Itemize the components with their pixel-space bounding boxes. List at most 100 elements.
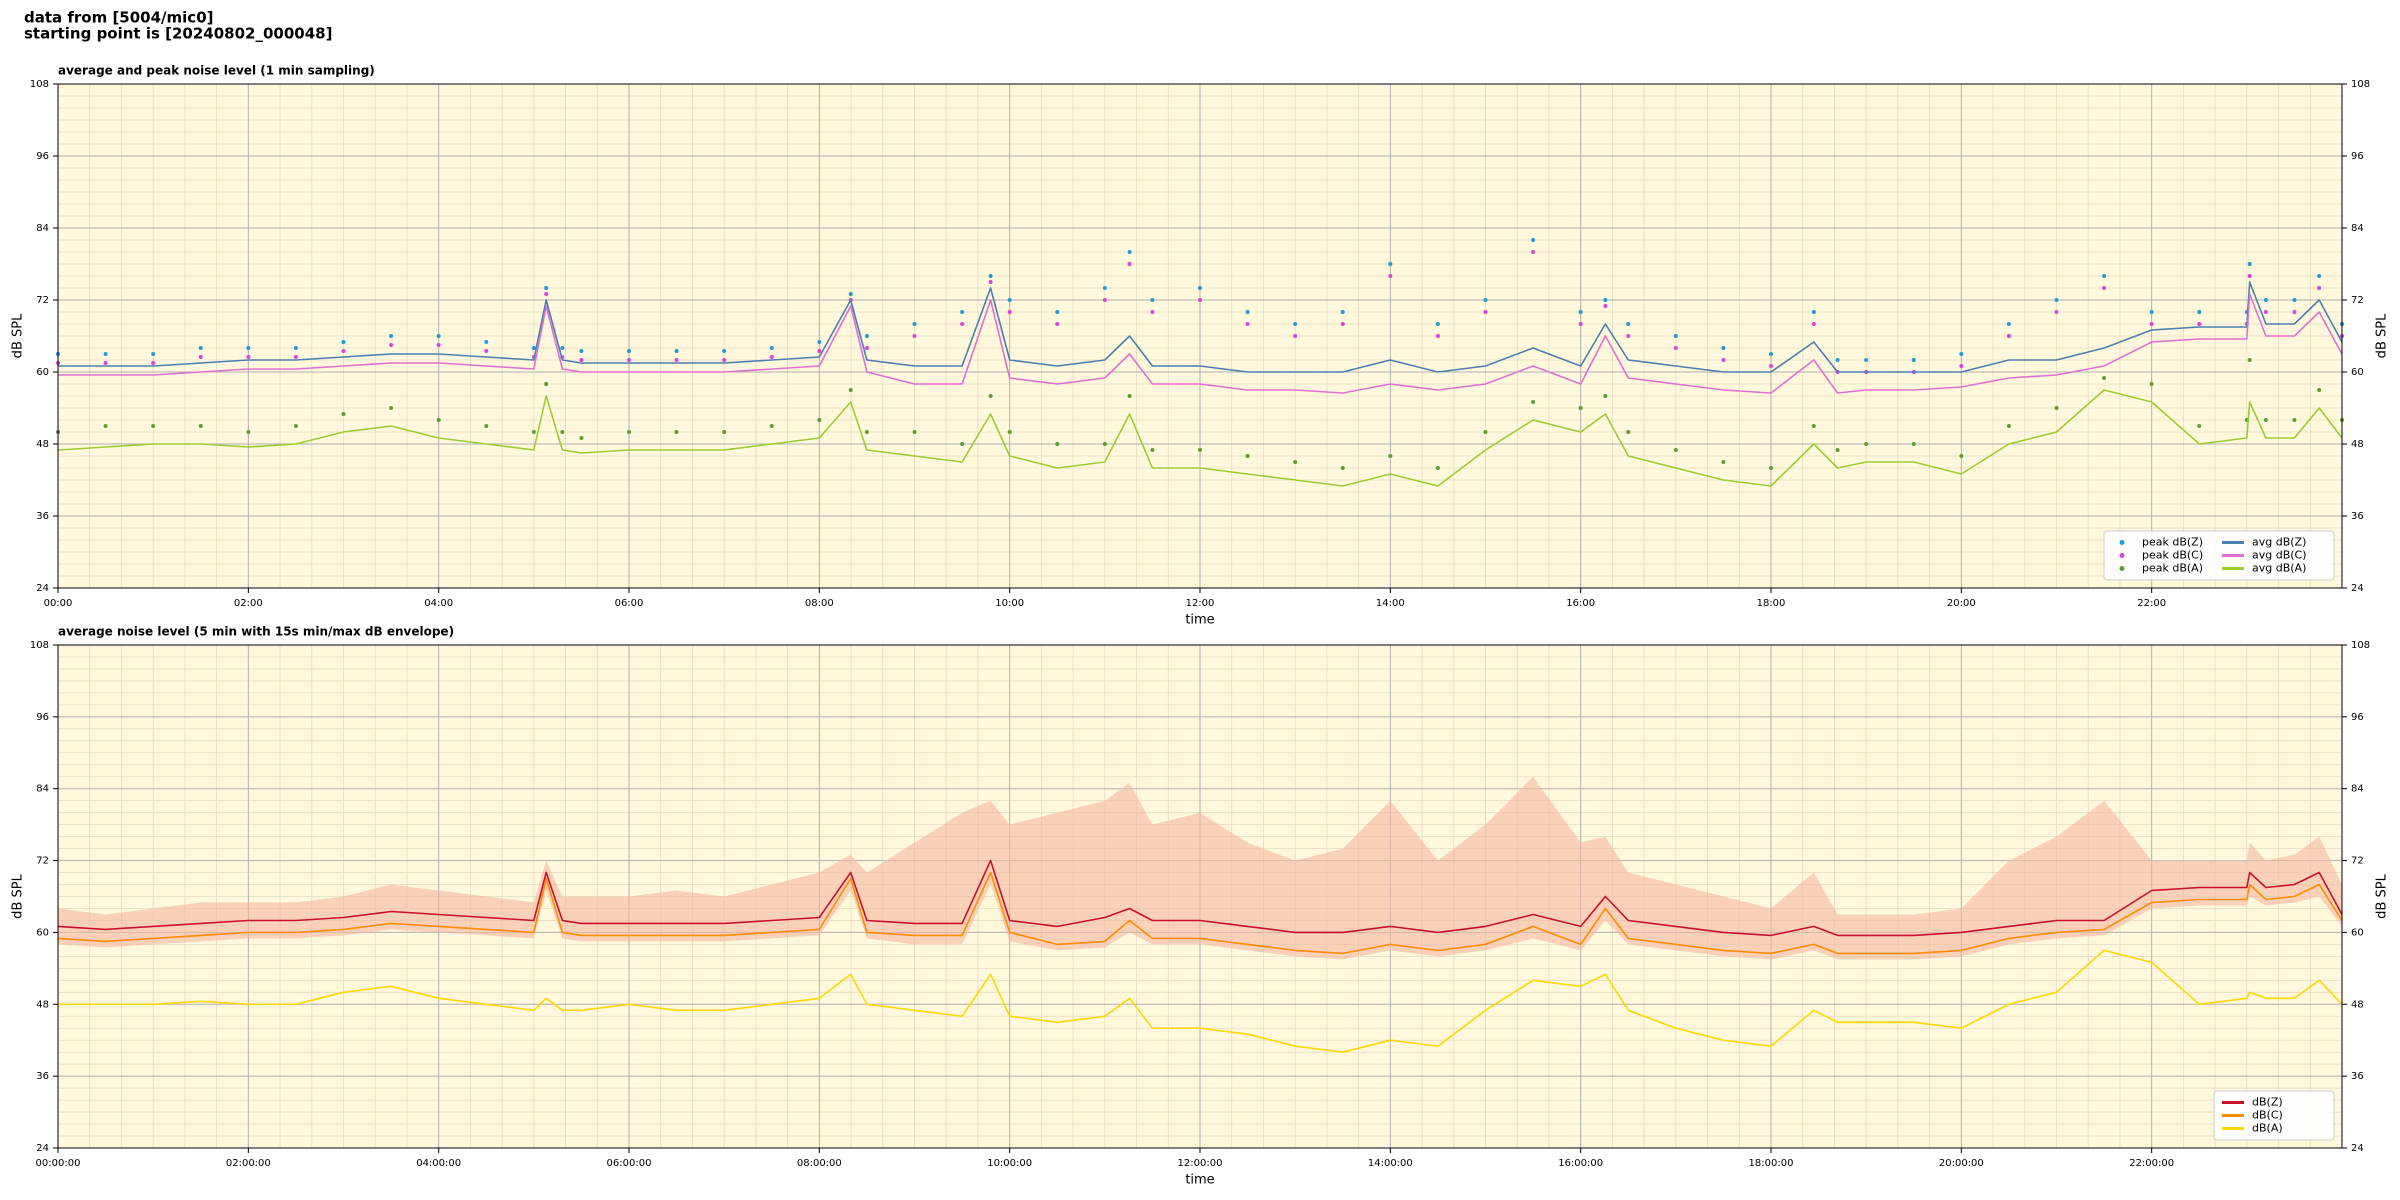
peak-point — [531, 430, 536, 434]
peak-point — [151, 424, 156, 428]
legend-label: avg dB(C) — [2252, 549, 2307, 562]
peak-point — [2247, 274, 2252, 278]
peak-point — [436, 334, 441, 338]
peak-point — [2102, 286, 2107, 290]
peak-point — [579, 436, 584, 440]
peak-point — [674, 358, 679, 362]
x-tick-label: 10:00 — [995, 598, 1024, 609]
peak-point — [293, 355, 298, 359]
peak-point — [1578, 322, 1583, 326]
peak-point — [912, 322, 917, 326]
peak-point — [1531, 238, 1536, 242]
peak-point — [560, 430, 565, 434]
plot-frame — [57, 83, 2343, 589]
peak-point — [1959, 364, 1964, 368]
header-line: starting point is [20240802_000048] — [24, 25, 332, 43]
peak-point — [1864, 442, 1869, 446]
peak-point — [2247, 358, 2252, 362]
peak-point — [722, 358, 727, 362]
peak-point — [1531, 250, 1536, 254]
peak-point — [484, 340, 489, 344]
y-tick-label-right: 48 — [2351, 999, 2364, 1010]
y-tick-label: 48 — [36, 439, 49, 450]
y-tick-label-right: 60 — [2351, 367, 2364, 378]
peak-point — [817, 349, 822, 353]
peak-point — [1007, 430, 1012, 434]
peak-point — [864, 430, 869, 434]
peak-point — [2292, 418, 2297, 422]
x-tick-label: 16:00:00 — [1558, 1158, 1603, 1169]
peak-point — [1055, 310, 1060, 314]
peak-point — [1721, 346, 1726, 350]
peak-point — [1911, 358, 1916, 362]
peak-point — [722, 349, 727, 353]
legend-label: dB(C) — [2252, 1109, 2283, 1122]
peak-point — [1435, 466, 1440, 470]
peak-point — [769, 346, 774, 350]
peak-point — [1959, 352, 1964, 356]
peak-point — [1769, 364, 1773, 368]
x-tick-label: 06:00 — [615, 598, 644, 609]
peak-point — [1340, 322, 1345, 326]
peak-point — [1578, 406, 1583, 410]
peak-point — [1150, 310, 1155, 314]
y-tick-label: 48 — [36, 999, 49, 1010]
peak-point — [246, 346, 251, 350]
peak-point — [2292, 298, 2297, 302]
peak-point — [1388, 274, 1393, 278]
plot-title: average noise level (5 min with 15s min/… — [58, 625, 454, 639]
peak-point — [1198, 298, 1202, 302]
peak-point — [912, 334, 917, 338]
peak-point — [1198, 286, 1202, 290]
peak-point — [848, 292, 853, 296]
peak-point — [848, 388, 853, 392]
peak-point — [2263, 418, 2268, 422]
y-tick-label-right: 72 — [2351, 856, 2364, 867]
series-line — [57, 871, 2343, 955]
peak-point — [1603, 298, 1608, 302]
peak-point — [674, 349, 679, 353]
peak-point — [1483, 298, 1488, 302]
x-tick-label: 06:00:00 — [607, 1158, 652, 1169]
peak-point — [436, 343, 441, 347]
peak-point — [1150, 448, 1155, 452]
envelope-area — [58, 776, 2342, 960]
y-tick-label-right: 84 — [2351, 223, 2364, 234]
legend-label: avg dB(Z) — [2252, 536, 2306, 549]
peak-point — [1626, 322, 1631, 326]
peak-point — [2197, 424, 2202, 428]
peak-point — [198, 355, 203, 359]
y-tick-label-right: 24 — [2351, 1143, 2364, 1154]
peak-point — [722, 430, 727, 434]
y-axis-label: dB SPL — [11, 313, 26, 358]
peak-point — [2149, 382, 2154, 386]
peak-point — [1245, 454, 1250, 458]
peak-point — [1102, 442, 1107, 446]
peak-point — [1198, 448, 1202, 452]
series-line — [57, 859, 2343, 937]
legend-label: peak dB(A) — [2142, 562, 2203, 575]
peak-point — [198, 346, 203, 350]
peak-point — [864, 334, 869, 338]
y-tick-label-right: 36 — [2351, 1071, 2364, 1082]
peak-point — [103, 424, 108, 428]
peak-point — [1721, 358, 1726, 362]
y-tick-label: 108 — [30, 79, 49, 90]
peak-point — [2006, 424, 2011, 428]
peak-point — [1388, 454, 1393, 458]
legend-label: avg dB(A) — [2252, 562, 2306, 575]
peak-point — [341, 412, 346, 416]
peak-point — [988, 274, 993, 278]
x-tick-label: 12:00 — [1186, 598, 1215, 609]
x-tick-label: 02:00 — [234, 598, 263, 609]
y-tick-label: 72 — [36, 856, 49, 867]
x-tick-label: 14:00 — [1376, 598, 1405, 609]
x-tick-label: 18:00:00 — [1749, 1158, 1794, 1169]
y-tick-label: 60 — [36, 927, 49, 938]
peak-point — [579, 349, 584, 353]
peak-point — [1340, 310, 1345, 314]
peak-point — [2263, 310, 2268, 314]
legend-marker — [2119, 566, 2125, 571]
peak-point — [1603, 304, 1608, 308]
